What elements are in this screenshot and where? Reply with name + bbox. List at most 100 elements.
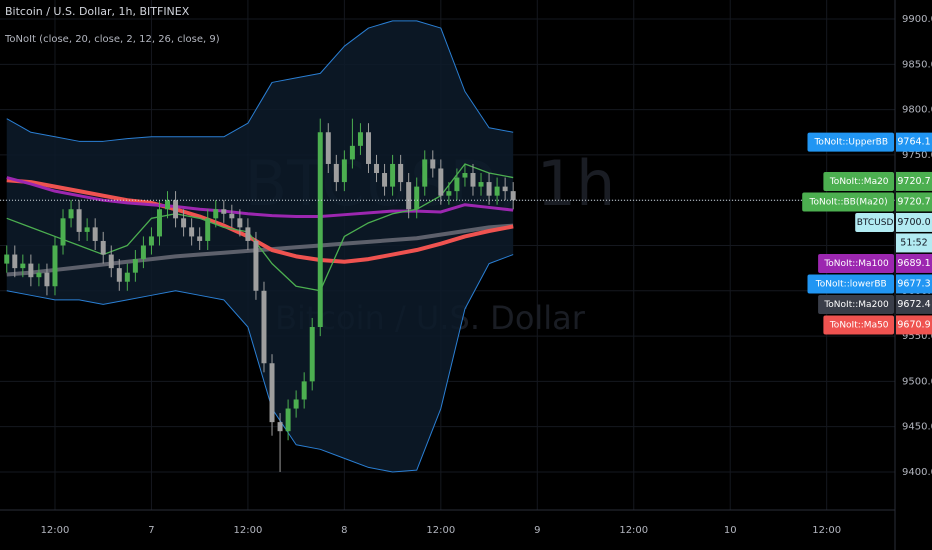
candle-body xyxy=(12,254,18,269)
candle-body xyxy=(140,245,146,260)
tag-value-box xyxy=(896,253,932,273)
candle-body xyxy=(430,159,436,169)
candle-body xyxy=(124,272,130,282)
candle-body xyxy=(148,236,154,246)
indicator-line xyxy=(6,254,514,473)
tag-name-box xyxy=(823,315,894,335)
candle-body xyxy=(197,236,203,241)
y-tick-label: 9800.0 xyxy=(902,105,932,116)
tag-value-box xyxy=(896,274,932,294)
tag-name-box xyxy=(855,212,894,232)
candle-body xyxy=(181,218,187,228)
tag-name-box xyxy=(818,294,894,314)
x-tick-label: 12:00 xyxy=(426,525,455,536)
candle-body xyxy=(398,163,404,183)
x-tick-label: 12:00 xyxy=(233,525,262,536)
countdown: 51:52 xyxy=(900,237,927,248)
tag-name: BTCUSD xyxy=(857,218,894,228)
x-tick-label: 9 xyxy=(534,525,540,536)
candle-body xyxy=(406,182,412,210)
tag-value: 9700.0 xyxy=(897,217,930,228)
tag-name: ToNoIt::UpperBB xyxy=(813,138,888,148)
tag-value-box xyxy=(896,212,932,232)
candle-body xyxy=(462,173,468,178)
tag-value: 9764.1 xyxy=(897,137,930,148)
candle-body xyxy=(165,200,171,210)
tag-name-box xyxy=(823,171,894,191)
y-tick-label: 9500.0 xyxy=(902,376,932,387)
candle-body xyxy=(4,254,10,264)
candle-body xyxy=(156,209,162,237)
candle-body xyxy=(374,163,380,174)
indicator-line xyxy=(6,163,514,292)
candle-body xyxy=(36,272,42,278)
candle-body xyxy=(221,209,227,214)
plot-area xyxy=(0,20,895,473)
candle-body xyxy=(253,240,259,291)
candle-body xyxy=(173,200,179,219)
candle-body xyxy=(261,290,267,364)
candle-body xyxy=(293,399,299,409)
chart-title: Bitcoin / U.S. Dollar, 1h, BITFINEX xyxy=(5,5,190,18)
candle-body xyxy=(245,227,251,241)
candle-body xyxy=(60,218,66,246)
x-tick-label: 12:00 xyxy=(41,525,70,536)
tag-value-box xyxy=(896,171,932,191)
tag-name-box xyxy=(807,132,894,152)
candle-body xyxy=(446,191,452,196)
y-tick-label: 9450.0 xyxy=(902,422,932,433)
candle-body xyxy=(325,132,331,164)
candle-body xyxy=(349,145,355,160)
x-tick-label: 8 xyxy=(341,525,347,536)
tag-name: ToNoIt::Ma50 xyxy=(829,320,889,330)
candle-body xyxy=(390,163,396,187)
candle-body xyxy=(189,227,195,237)
tag-name: ToNoIt::BB(Ma20) xyxy=(809,197,888,207)
candle-body xyxy=(341,159,347,183)
tag-value: 9670.9 xyxy=(897,319,930,330)
tag-value: 9689.1 xyxy=(897,258,930,269)
candle-body xyxy=(502,186,508,192)
tag-name-box xyxy=(818,253,894,273)
y-tick-label: 9750.0 xyxy=(902,150,932,161)
x-tick-label: 12:00 xyxy=(619,525,648,536)
candle-body xyxy=(205,218,211,241)
candle-body xyxy=(100,240,106,255)
candle-body xyxy=(237,218,243,228)
candle-body xyxy=(382,173,388,187)
candle-body xyxy=(333,163,339,183)
indicator-line xyxy=(6,223,514,277)
candle-body xyxy=(438,168,444,196)
candle-body xyxy=(229,213,235,219)
y-tick-label: 9400.0 xyxy=(902,467,932,478)
candle-body xyxy=(269,363,275,423)
candle-body xyxy=(52,245,58,287)
candle-body xyxy=(76,209,82,232)
candle-body xyxy=(317,132,323,328)
x-tick-label: 10 xyxy=(724,525,737,536)
candle-body xyxy=(486,182,492,196)
candle-body xyxy=(365,132,371,164)
candle-body xyxy=(84,227,90,232)
x-tick-label: 12:00 xyxy=(812,525,841,536)
candle-body xyxy=(414,186,420,210)
candle-body xyxy=(454,177,460,192)
tag-value: 9720.7 xyxy=(897,176,930,187)
y-tick-label: 9900.0 xyxy=(902,14,932,25)
candle-body xyxy=(494,186,500,196)
candle-body xyxy=(422,159,428,187)
candle-body xyxy=(478,182,484,187)
tag-value-box xyxy=(896,192,932,212)
candle-body xyxy=(510,191,516,201)
tag-name: ToNoIt::lowerBB xyxy=(815,279,887,289)
countdown-box xyxy=(896,233,932,253)
candle-body xyxy=(20,263,26,269)
tag-value: 9720.7 xyxy=(897,196,930,207)
candle-body xyxy=(357,132,363,146)
indicator-line xyxy=(6,178,514,264)
tag-value-box xyxy=(896,132,932,152)
y-tick-label: 9850.0 xyxy=(902,59,932,70)
indicator-line xyxy=(6,176,514,219)
candle-body xyxy=(68,209,74,219)
tag-name: ToNoIt::Ma100 xyxy=(823,259,889,269)
